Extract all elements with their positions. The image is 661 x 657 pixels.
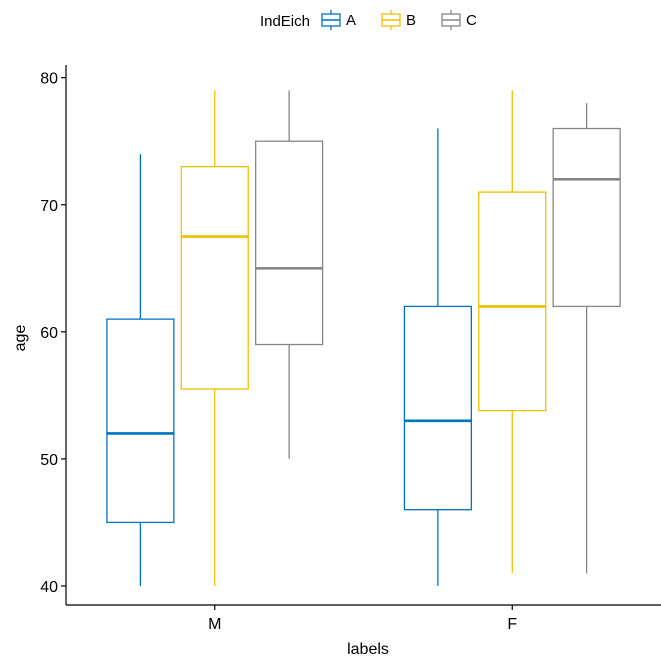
box-iqr bbox=[255, 140, 324, 346]
legend-entries: A B C bbox=[321, 10, 477, 30]
box-iqr bbox=[403, 305, 472, 511]
x-tick-label: M bbox=[208, 616, 221, 633]
box-A-M bbox=[106, 153, 175, 586]
legend: IndEich A B C bbox=[260, 10, 477, 30]
y-tick-label: 70 bbox=[40, 198, 58, 215]
legend-label: B bbox=[406, 12, 416, 29]
box-iqr bbox=[552, 127, 621, 308]
box-iqr bbox=[180, 165, 249, 390]
y-tick-label: 80 bbox=[40, 71, 58, 88]
box-C-M bbox=[255, 90, 324, 459]
y-tick-label: 60 bbox=[40, 325, 58, 342]
box-iqr bbox=[106, 318, 175, 524]
box-C-F bbox=[552, 103, 621, 574]
x-tick-label: F bbox=[507, 616, 517, 633]
legend-entry-A: A bbox=[321, 10, 356, 30]
y-tick-label: 40 bbox=[40, 579, 58, 596]
legend-entry-C: C bbox=[441, 10, 477, 30]
box-B-F bbox=[478, 90, 547, 574]
x-axis-title: labels bbox=[347, 641, 389, 657]
box-A-F bbox=[403, 128, 472, 586]
legend-label: C bbox=[466, 12, 477, 29]
box-B-M bbox=[180, 90, 249, 586]
legend-title: IndEich bbox=[260, 13, 310, 30]
legend-entry-B: B bbox=[381, 10, 416, 30]
legend-label: A bbox=[346, 12, 356, 29]
plot-area bbox=[106, 90, 621, 586]
box-iqr bbox=[478, 191, 547, 412]
y-ticks: 40 50 60 70 80 bbox=[40, 71, 66, 596]
y-tick-label: 50 bbox=[40, 452, 58, 469]
y-axis-title: age bbox=[12, 325, 29, 352]
